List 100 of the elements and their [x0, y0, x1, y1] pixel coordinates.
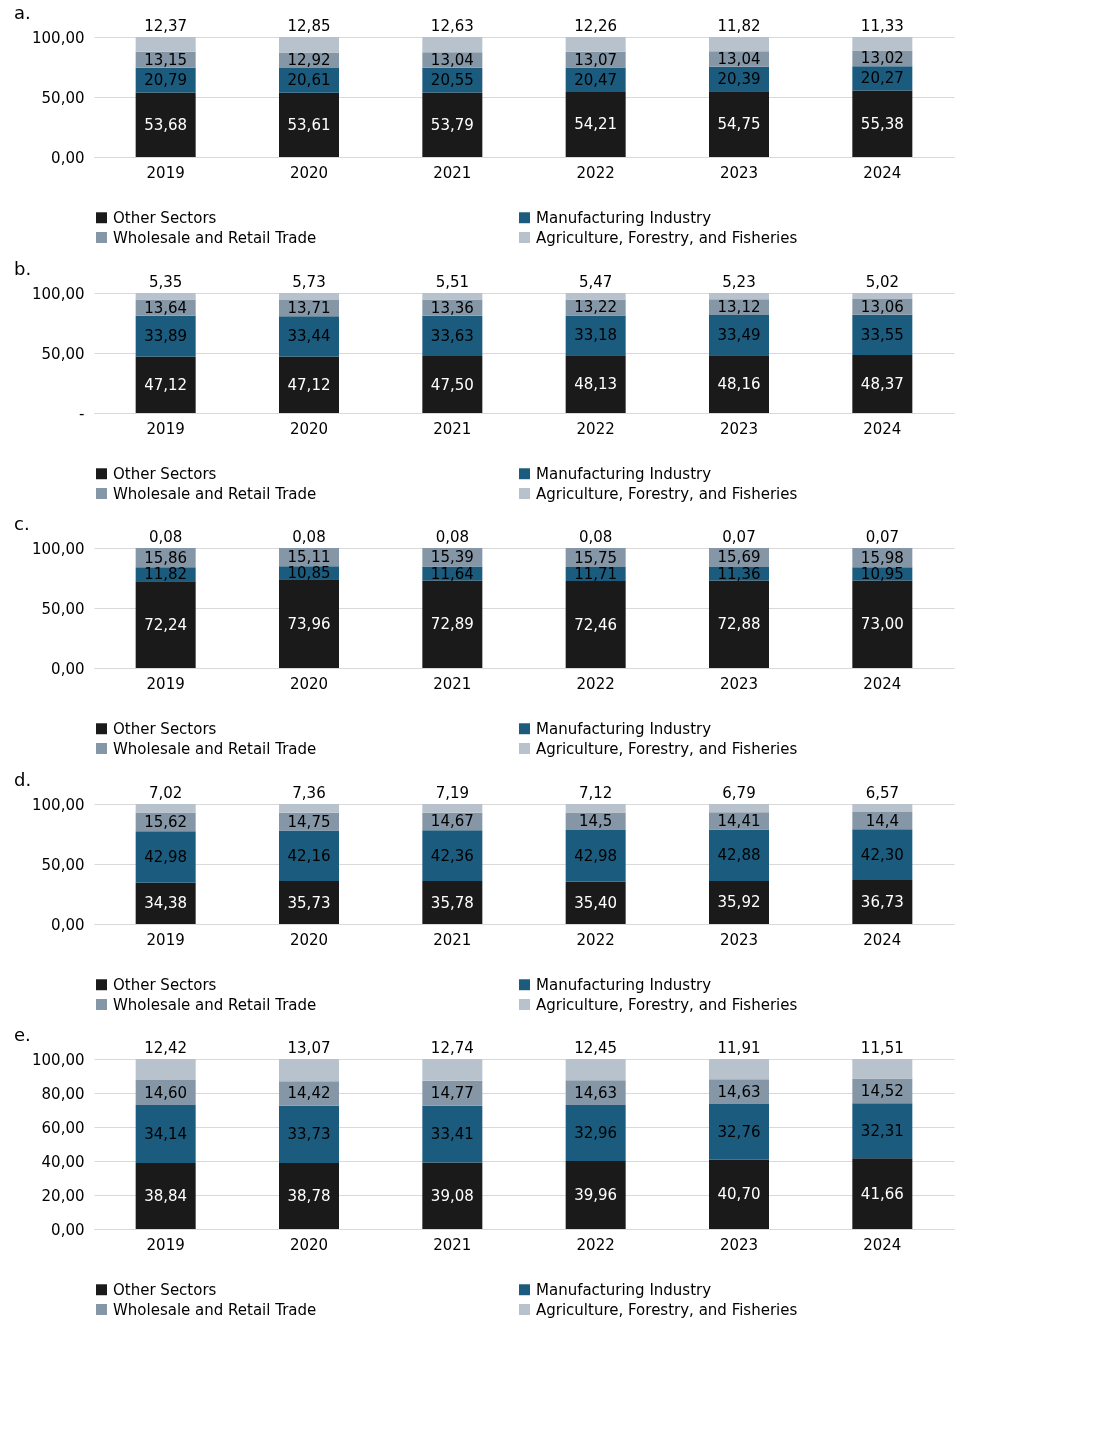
- data-label: 11,33: [860, 17, 904, 35]
- bar: [422, 1162, 483, 1229]
- data-label: 13,22: [574, 298, 618, 317]
- bar: [135, 1162, 196, 1229]
- data-label: 11,71: [574, 565, 618, 584]
- legend-label: Manufacturing Industry: [536, 464, 712, 483]
- legend-label: Manufacturing Industry: [536, 1280, 712, 1299]
- data-label: 15,86: [144, 548, 188, 567]
- bar: [135, 831, 196, 883]
- data-label: 10,95: [860, 564, 904, 583]
- data-label: 13,12: [717, 298, 761, 317]
- data-label: 36,73: [860, 892, 904, 911]
- data-label: 13,71: [287, 299, 331, 318]
- data-label: 11,36: [717, 564, 761, 583]
- x-tick-label: 2020: [289, 674, 329, 693]
- data-label: 33,49: [717, 326, 761, 345]
- bar: [852, 1103, 913, 1159]
- legend-label: Manufacturing Industry: [536, 719, 712, 738]
- data-label: 12,63: [430, 16, 474, 35]
- legend-label: Wholesale and Retail Trade: [113, 228, 317, 247]
- data-label: 7,19: [435, 784, 470, 802]
- x-tick-label: 2019: [146, 163, 185, 182]
- data-label: 20,55: [430, 71, 474, 90]
- bar: [709, 829, 769, 881]
- bar: [422, 1105, 483, 1163]
- data-label: 34,14: [144, 1124, 188, 1143]
- data-label: 0,08: [435, 528, 470, 546]
- bar: [852, 1059, 913, 1079]
- data-label: 5,51: [435, 273, 470, 291]
- data-label: 7,12: [578, 784, 613, 802]
- data-label: 15,75: [574, 548, 618, 567]
- data-label: 72,88: [717, 615, 761, 634]
- legend-label: Other Sectors: [113, 208, 217, 227]
- bar: [852, 1158, 913, 1229]
- x-tick-label: 2019: [146, 930, 185, 949]
- data-label: 14,42: [287, 1084, 331, 1103]
- bar: [565, 1161, 626, 1229]
- data-label: 13,36: [430, 298, 474, 317]
- data-label: 33,73: [287, 1125, 331, 1144]
- chart-title: d.: [14, 769, 32, 790]
- data-label: 38,84: [144, 1186, 188, 1205]
- y-tick-label: 100,00: [32, 795, 85, 814]
- data-label: 5,23: [722, 273, 756, 291]
- bar: [565, 829, 626, 882]
- data-label: 33,18: [574, 326, 618, 345]
- data-label: 13,64: [144, 298, 188, 317]
- legend-label: Wholesale and Retail Trade: [113, 995, 317, 1014]
- data-label: 38,78: [287, 1187, 331, 1206]
- data-label: 35,40: [574, 893, 618, 912]
- bar: [709, 293, 769, 300]
- bar: [279, 579, 339, 668]
- data-label: 33,44: [287, 327, 331, 346]
- chart-title: c.: [14, 513, 30, 534]
- data-label: 42,30: [860, 845, 904, 864]
- x-tick-label: 2022: [576, 419, 615, 438]
- data-label: 15,39: [430, 548, 474, 567]
- legend-label: Other Sectors: [113, 464, 217, 483]
- data-label: 32,76: [717, 1122, 761, 1141]
- y-tick-label: 20,00: [41, 1186, 85, 1205]
- bar: [565, 36, 626, 52]
- legend-label: Agriculture, Forestry, and Fisheries: [536, 995, 798, 1014]
- bar: [279, 293, 339, 300]
- bar: [852, 829, 913, 880]
- data-label: 13,02: [860, 49, 904, 68]
- bar: [279, 92, 339, 157]
- data-label: 12,26: [574, 16, 618, 35]
- data-label: 72,46: [574, 615, 618, 634]
- data-label: 14,41: [717, 811, 761, 830]
- y-tick-label: 50,00: [41, 88, 85, 107]
- bar: [709, 1104, 769, 1160]
- data-label: 12,37: [144, 17, 188, 35]
- x-tick-label: 2024: [863, 419, 902, 438]
- bar: [565, 581, 626, 668]
- x-tick-label: 2021: [433, 930, 472, 949]
- data-label: 13,07: [287, 1039, 331, 1057]
- data-label: 14,75: [287, 812, 331, 831]
- data-label: 14,52: [860, 1081, 904, 1100]
- y-tick-label: 0,00: [51, 915, 85, 934]
- x-tick-label: 2023: [719, 674, 759, 693]
- x-tick-label: 2022: [576, 1235, 615, 1254]
- bar: [709, 580, 769, 668]
- legend-label: Agriculture, Forestry, and Fisheries: [536, 1300, 798, 1319]
- y-tick-label: 0,00: [51, 659, 85, 678]
- data-label: 0,08: [292, 528, 326, 546]
- bar: [135, 804, 196, 813]
- data-label: 42,98: [574, 846, 618, 865]
- y-tick-label: 50,00: [41, 855, 85, 874]
- data-label: 42,98: [144, 847, 188, 866]
- bar: [279, 830, 339, 882]
- x-tick-label: 2022: [576, 674, 615, 693]
- bar: [565, 1105, 626, 1162]
- legend-label: Other Sectors: [113, 1280, 217, 1299]
- bar: [709, 91, 769, 157]
- x-tick-label: 2024: [863, 930, 902, 949]
- data-label: 47,12: [287, 375, 331, 394]
- y-tick-label: 40,00: [41, 1152, 85, 1171]
- bar: [279, 1105, 339, 1164]
- data-label: 53,79: [430, 115, 474, 134]
- y-tick-label: 80,00: [41, 1084, 85, 1103]
- x-tick-label: 2022: [576, 163, 615, 182]
